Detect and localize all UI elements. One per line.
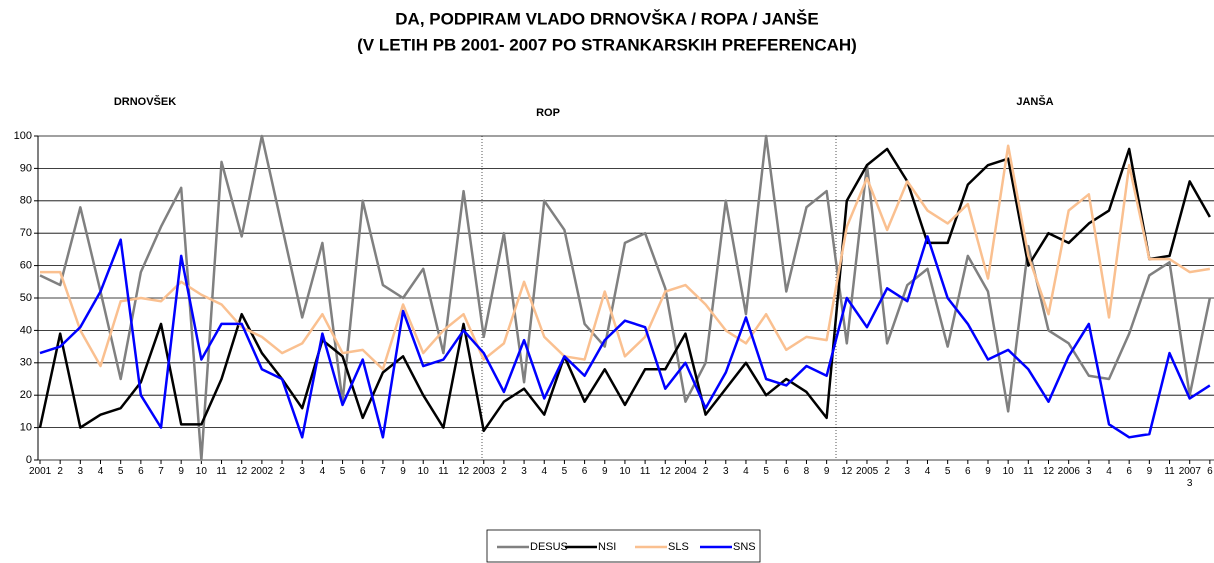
x-tick-label: 11 bbox=[216, 466, 227, 477]
x-tick-label: 12 bbox=[841, 466, 853, 477]
y-tick-label: 40 bbox=[20, 324, 32, 336]
x-tick-label: 12 bbox=[659, 466, 671, 477]
chart-title: DA, PODPIRAM VLADO DRNOVŠKA / ROPA / JAN… bbox=[395, 9, 818, 28]
x-tick-label: 6 bbox=[138, 466, 144, 477]
x-tick-label: 9 bbox=[985, 466, 991, 477]
x-tick-label: 9 bbox=[601, 466, 608, 477]
x-tick-label: 9 bbox=[178, 466, 184, 477]
x-tick-label: 11 bbox=[438, 466, 449, 477]
x-tick-label: 2006 bbox=[1057, 466, 1080, 477]
x-tick-label: 10 bbox=[1002, 466, 1014, 477]
section-label: DRNOVŠEK bbox=[114, 95, 176, 108]
x-tick-label: 2002 bbox=[250, 466, 274, 477]
x-tick-label: 2 bbox=[702, 466, 709, 477]
x-tick-label: 6 bbox=[359, 466, 366, 477]
x-tick-label: 5 bbox=[339, 466, 346, 477]
x-tick-label: 2005 bbox=[855, 466, 879, 477]
x-tick-label: 2 bbox=[501, 466, 507, 477]
y-tick-label: 60 bbox=[20, 260, 32, 272]
x-tick-label: 5 bbox=[944, 466, 951, 477]
legend-label: DESUS bbox=[530, 541, 568, 553]
x-tick-label: 12 bbox=[236, 466, 248, 477]
x-tick-label: 3 bbox=[521, 466, 527, 477]
x-tick-label: 2003 bbox=[472, 466, 495, 477]
x-tick-label: 2001 bbox=[29, 466, 52, 477]
x-tick-label: 6 bbox=[783, 466, 790, 477]
x-tick-label: 6 bbox=[1207, 466, 1213, 477]
y-tick-label: 10 bbox=[20, 422, 32, 434]
x-tick-label: 3 bbox=[904, 466, 911, 477]
x-tick-label: 6 bbox=[581, 466, 588, 477]
legend-label: NSI bbox=[598, 541, 616, 553]
x-tick-label: 7 bbox=[380, 466, 386, 477]
y-tick-label: 90 bbox=[20, 162, 32, 174]
x-tick-label: 5 bbox=[561, 466, 568, 477]
x-tick-label: 6 bbox=[1126, 466, 1132, 477]
x-tick-label: 12 bbox=[1042, 466, 1055, 477]
x-tick-label: 6 bbox=[965, 466, 971, 477]
x-tick-label: 4 bbox=[743, 466, 749, 477]
x-tick-label: 4 bbox=[924, 466, 931, 477]
x-tick-label: 7 bbox=[158, 466, 164, 477]
y-tick-label: 0 bbox=[26, 454, 32, 466]
y-tick-label: 30 bbox=[20, 357, 32, 369]
x-tick-label: 2 bbox=[57, 466, 63, 477]
x-tick-label: 4 bbox=[541, 466, 548, 477]
x-tick-label: 12 bbox=[458, 466, 470, 477]
chart-subtitle: (V LETIH PB 2001- 2007 PO STRANKARSKIH P… bbox=[357, 35, 857, 54]
x-tick-label: 10 bbox=[195, 466, 207, 477]
x-tick-label: 4 bbox=[319, 466, 326, 477]
x-tick-label: 5 bbox=[117, 466, 124, 477]
x-tick-label: 3 bbox=[77, 466, 84, 477]
section-label: JANŠA bbox=[1016, 95, 1053, 108]
x-tick-label: 4 bbox=[1106, 466, 1112, 477]
legend-label: SLS bbox=[668, 541, 689, 553]
x-tick-label: 8 bbox=[803, 466, 810, 477]
x-tick-label: 4 bbox=[97, 466, 104, 477]
x-tick-label: 5 bbox=[763, 466, 769, 477]
x-tick-label: 9 bbox=[1146, 466, 1153, 477]
x-tick-label: 3 bbox=[299, 466, 305, 477]
y-tick-label: 50 bbox=[20, 292, 32, 304]
legend-label: SNS bbox=[733, 541, 756, 553]
x-tick-label: 3 bbox=[722, 466, 729, 477]
x-tick-label: 3 bbox=[1086, 466, 1092, 477]
y-tick-label: 20 bbox=[20, 389, 32, 401]
x-tick-label: 2 bbox=[884, 466, 890, 477]
series-line bbox=[38, 147, 1211, 433]
y-tick-label: 70 bbox=[20, 227, 32, 239]
x-tick-label: 11 bbox=[1023, 466, 1034, 477]
x-tick-label: 2 bbox=[279, 466, 285, 477]
x-tick-label: 9 bbox=[400, 466, 406, 477]
series-line bbox=[40, 144, 1211, 371]
x-tick-label: 11 bbox=[639, 466, 651, 477]
y-tick-label: 80 bbox=[20, 195, 32, 207]
x-tick-label: 2004 bbox=[674, 466, 697, 477]
y-tick-label: 100 bbox=[14, 130, 32, 142]
x-tick-label: 2007 3 bbox=[1178, 466, 1201, 489]
x-tick-label: 9 bbox=[823, 466, 830, 477]
x-tick-label: 10 bbox=[417, 466, 429, 477]
section-label: ROP bbox=[536, 107, 560, 119]
series-line bbox=[39, 235, 1211, 439]
x-tick-label: 10 bbox=[619, 466, 631, 477]
x-tick-label: 11 bbox=[1164, 466, 1175, 477]
